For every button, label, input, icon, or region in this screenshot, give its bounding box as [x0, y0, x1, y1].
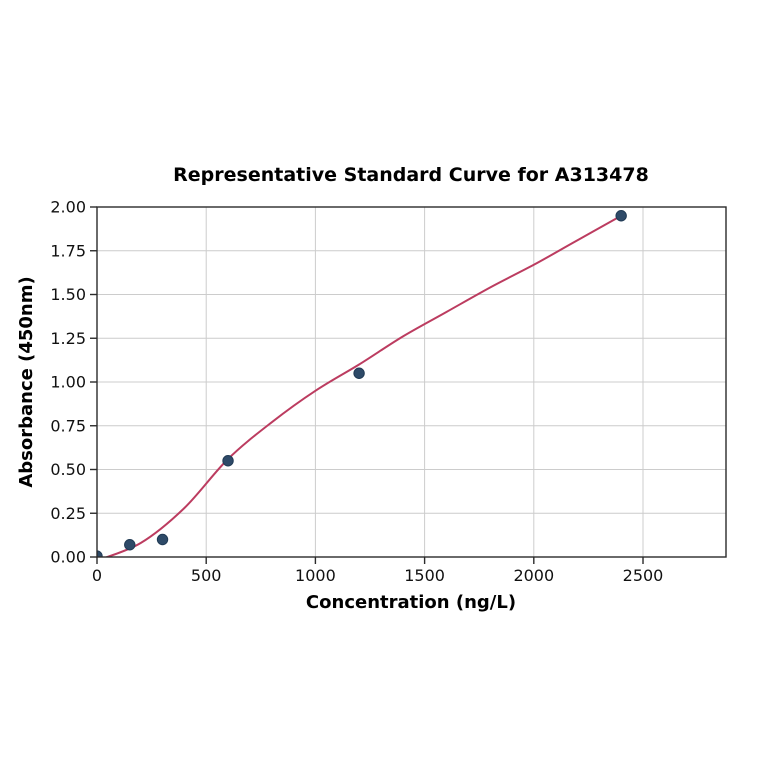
data-point	[156, 533, 169, 546]
y-tick-label: 1.25	[50, 329, 86, 348]
x-tick-label: 0	[92, 566, 102, 585]
grid-layer	[97, 206, 726, 557]
y-tick-label: 2.00	[50, 198, 86, 217]
y-axis-label: Absorbance (450nm)	[16, 276, 37, 487]
y-tick-label: 1.50	[50, 285, 86, 304]
fit-curve	[104, 214, 623, 557]
axis-layer: 0 500 1000 1500 2000 2500 0.00 0.25 0.50 0.75 1.00…	[50, 198, 663, 586]
x-axis-label: Concentration (ng/L)	[306, 592, 516, 613]
y-tick-label: 0.00	[50, 548, 86, 567]
y-tick-label: 1.75	[50, 241, 86, 260]
data-point	[615, 210, 627, 222]
x-tick-label: 2000	[513, 566, 554, 585]
data-point	[222, 455, 234, 467]
x-tick-label: 2500	[623, 566, 664, 585]
x-tick-label: 1000	[295, 566, 336, 585]
chart-title: Representative Standard Curve for A31347…	[173, 164, 649, 186]
y-tick-label: 0.25	[50, 504, 86, 523]
x-tick-label: 1500	[404, 566, 445, 585]
plot-frame	[96, 206, 727, 558]
data-point	[353, 367, 365, 379]
y-tick-label: 0.50	[50, 460, 86, 479]
data-point	[124, 539, 136, 551]
x-tick-label: 500	[191, 566, 222, 585]
plot-series-layer	[97, 210, 627, 557]
y-tick-label: 1.00	[50, 373, 86, 392]
y-tick-label: 0.75	[50, 416, 86, 435]
